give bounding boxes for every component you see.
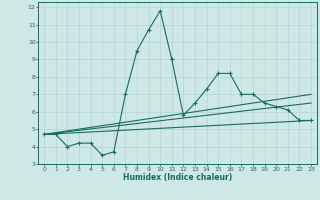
X-axis label: Humidex (Indice chaleur): Humidex (Indice chaleur) <box>123 173 232 182</box>
